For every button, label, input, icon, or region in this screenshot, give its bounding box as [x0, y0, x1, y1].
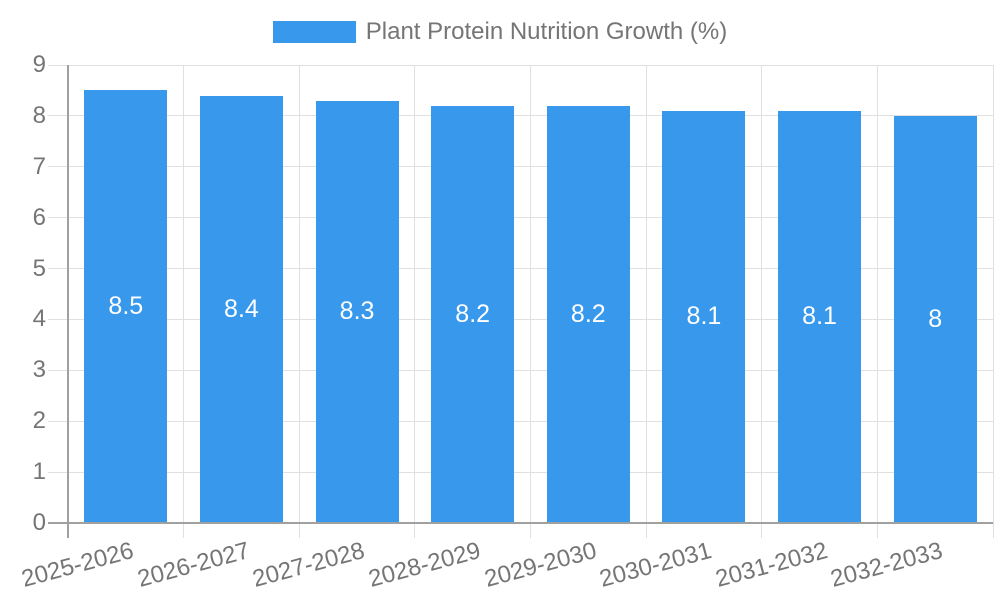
bar-value-label: 8.1 — [802, 302, 837, 331]
y-axis-tick-label: 4 — [32, 305, 46, 333]
bar[interactable]: 8.3 — [315, 100, 399, 523]
y-axis-tick-label: 6 — [32, 203, 46, 231]
x-gridline — [414, 65, 416, 538]
bar[interactable]: 8.5 — [84, 90, 168, 523]
chart-legend[interactable]: Plant Protein Nutrition Growth (%) — [0, 19, 1000, 45]
bar-value-label: 8.3 — [339, 297, 375, 326]
y-gridline — [48, 166, 993, 168]
y-axis-tick-label: 7 — [32, 152, 46, 180]
y-gridline — [48, 268, 993, 270]
x-gridline — [298, 65, 300, 538]
x-axis-tick-label: 2027-2028 — [249, 537, 368, 593]
bar-value-label: 8.2 — [570, 299, 606, 328]
y-axis-tick-label: 0 — [32, 509, 46, 536]
y-axis-tick-label: 2 — [32, 407, 46, 435]
bar[interactable]: 8.2 — [546, 105, 630, 523]
bar-value-label: 8.5 — [108, 292, 144, 321]
y-gridline — [48, 217, 993, 219]
x-axis-line — [48, 522, 993, 524]
bar-value-label: 8.4 — [224, 294, 259, 323]
y-gridline — [48, 420, 993, 422]
x-gridline — [992, 65, 994, 538]
legend-swatch — [272, 21, 356, 43]
bar[interactable]: 8.1 — [662, 110, 746, 523]
y-axis-line — [67, 65, 69, 538]
x-axis-tick-label: 2030-2031 — [596, 537, 715, 593]
bar[interactable]: 8.1 — [778, 110, 862, 523]
x-axis-tick-label: 2029-2030 — [481, 537, 600, 593]
x-gridline — [761, 65, 763, 538]
bar-value-label: 8.1 — [686, 302, 722, 331]
y-axis-tick-label: 3 — [32, 356, 46, 384]
x-gridline — [645, 65, 647, 538]
bar[interactable]: 8.2 — [431, 105, 515, 523]
x-gridline — [530, 65, 531, 538]
legend-label: Plant Protein Nutrition Growth (%) — [365, 18, 728, 45]
x-axis-tick-label: 2031-2032 — [712, 537, 831, 593]
y-gridline — [48, 115, 993, 117]
x-axis-tick-label: 2032-2033 — [828, 537, 946, 593]
x-gridline — [876, 65, 878, 538]
bar-value-label: 8.2 — [455, 299, 491, 328]
y-axis-tick-label: 9 — [32, 51, 46, 78]
x-axis-tick-label: 2026-2027 — [134, 537, 253, 593]
bar-value-label: 8 — [928, 304, 943, 333]
y-gridline — [48, 64, 993, 66]
bar[interactable]: 8 — [893, 115, 977, 523]
bar[interactable]: 8.4 — [199, 95, 283, 523]
y-gridline — [48, 318, 993, 320]
y-gridline — [48, 369, 993, 371]
y-axis-tick-label: 1 — [32, 458, 46, 486]
x-axis-tick-label: 2025-2026 — [18, 537, 137, 593]
x-axis-tick-label: 2028-2029 — [365, 537, 484, 593]
y-axis-tick-label: 5 — [32, 254, 46, 282]
plot-area: 0 1 2 3 4 5 6 7 8 9 8.5 8.4 8.3 8.2 8.2 8.1 8.1 8 2025-202… — [19, 51, 994, 593]
y-gridline — [48, 471, 993, 473]
x-gridline — [183, 65, 185, 538]
y-axis-tick-label: 8 — [32, 101, 46, 129]
